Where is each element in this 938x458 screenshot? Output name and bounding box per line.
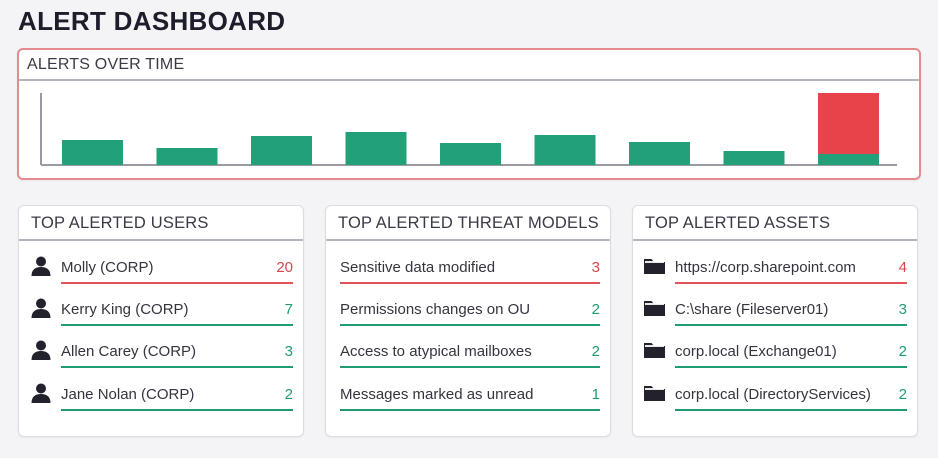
top-alerted-threat-models-card: TOP ALERTED THREAT MODELS Sensitive data… (325, 205, 611, 437)
folder-icon (643, 298, 665, 320)
list-item-count: 2 (284, 385, 293, 403)
folder-icon (643, 383, 665, 405)
alerts-over-time-chart (40, 93, 897, 166)
list-item[interactable]: corp.local (DirectoryServices) 2 (675, 379, 907, 411)
list-item-count: 2 (898, 342, 907, 360)
folder-icon (643, 340, 665, 362)
list-item-label: Molly (CORP) (61, 258, 154, 276)
list-item[interactable]: Molly (CORP) 20 (61, 252, 293, 284)
top-alerted-users-card: TOP ALERTED USERS Molly (CORP) 20 Kerry … (18, 205, 304, 437)
list-item-count: 3 (898, 300, 907, 318)
list-item-label: Access to atypical mailboxes (340, 342, 532, 360)
list-item[interactable]: Allen Carey (CORP) 3 (61, 336, 293, 368)
bar-normal (629, 142, 690, 165)
top-alerted-assets-card: TOP ALERTED ASSETS https://corp.sharepoi… (632, 205, 918, 437)
bar-normal (440, 143, 501, 165)
list-item[interactable]: corp.local (Exchange01) 2 (675, 336, 907, 368)
list-item-label: Messages marked as unread (340, 385, 534, 403)
list-item-label: https://corp.sharepoint.com (675, 258, 856, 276)
list-item-count: 3 (591, 258, 600, 276)
top-alerted-users-title: TOP ALERTED USERS (19, 206, 303, 241)
list-item-count: 2 (591, 342, 600, 360)
bar-normal (818, 154, 879, 165)
bar-alert (818, 93, 879, 154)
bar-normal (62, 140, 123, 165)
list-item-label: Permissions changes on OU (340, 300, 531, 318)
list-item-label: Allen Carey (CORP) (61, 342, 197, 360)
list-item-label: corp.local (DirectoryServices) (675, 385, 871, 403)
list-item[interactable]: Kerry King (CORP) 7 (61, 294, 293, 326)
list-item-label: Kerry King (CORP) (61, 300, 189, 318)
top-alerted-assets-title: TOP ALERTED ASSETS (633, 206, 917, 241)
list-item[interactable]: C:\share (Fileserver01) 3 (675, 294, 907, 326)
bar-normal (156, 148, 218, 165)
list-item-count: 4 (898, 258, 907, 276)
alerts-over-time-title: ALERTS OVER TIME (19, 50, 919, 81)
list-item[interactable]: Jane Nolan (CORP) 2 (61, 379, 293, 411)
alerts-over-time-card: ALERTS OVER TIME (17, 48, 921, 180)
bar-normal (534, 135, 596, 165)
folder-icon (643, 256, 665, 278)
list-item-count: 20 (276, 258, 293, 276)
list-item[interactable]: Messages marked as unread 1 (340, 379, 600, 411)
list-item-label: C:\share (Fileserver01) (675, 300, 829, 318)
list-item-label: Jane Nolan (CORP) (61, 385, 195, 403)
bar-normal (345, 132, 407, 165)
list-item-count: 2 (591, 300, 600, 318)
user-icon (30, 297, 52, 319)
list-item-count: 1 (591, 385, 600, 403)
list-item-count: 7 (284, 300, 293, 318)
bar-normal (251, 136, 312, 165)
page-title: ALERT DASHBOARD (18, 6, 286, 36)
list-item[interactable]: Access to atypical mailboxes 2 (340, 336, 600, 368)
list-item[interactable]: Sensitive data modified 3 (340, 252, 600, 284)
user-icon (30, 339, 52, 361)
list-item-count: 2 (898, 385, 907, 403)
user-icon (30, 382, 52, 404)
list-item-label: corp.local (Exchange01) (675, 342, 837, 360)
list-item[interactable]: Permissions changes on OU 2 (340, 294, 600, 326)
list-item[interactable]: https://corp.sharepoint.com 4 (675, 252, 907, 284)
list-item-count: 3 (284, 342, 293, 360)
bar-normal (723, 151, 785, 165)
list-item-label: Sensitive data modified (340, 258, 496, 276)
top-alerted-threat-models-title: TOP ALERTED THREAT MODELS (326, 206, 610, 241)
user-icon (30, 255, 52, 277)
